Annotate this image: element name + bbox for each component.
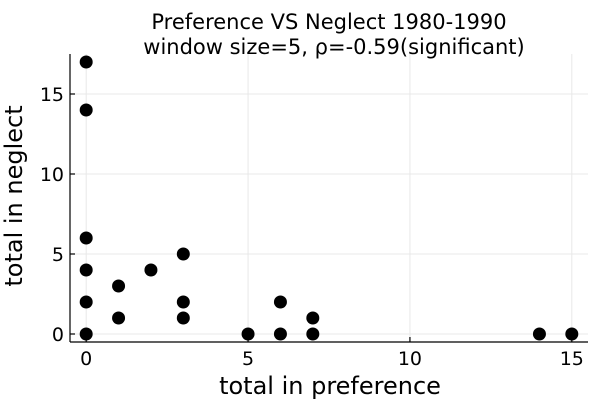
data-point [241, 327, 255, 341]
data-point [532, 327, 546, 341]
data-point [306, 311, 320, 325]
x-axis-label: total in preference [219, 372, 441, 400]
data-point [112, 279, 126, 293]
data-point [306, 327, 320, 341]
data-point [79, 55, 93, 69]
data-point [565, 327, 579, 341]
data-point [79, 263, 93, 277]
axes: 0 5 10 15 0 5 10 15 [40, 54, 588, 370]
data-point [144, 263, 158, 277]
x-tick-label: 0 [80, 348, 92, 370]
data-point [273, 295, 287, 309]
data-point [176, 247, 190, 261]
x-tick-label: 10 [398, 348, 422, 370]
data-point [273, 327, 287, 341]
data-point [79, 103, 93, 117]
y-tick-label: 10 [40, 164, 64, 186]
data-point [112, 311, 126, 325]
data-point [176, 311, 190, 325]
chart-title: Preference VS Neglect 1980-1990 [151, 10, 506, 34]
y-tick-label: 5 [52, 244, 64, 266]
x-tick-label: 15 [560, 348, 584, 370]
data-point [79, 295, 93, 309]
data-point [176, 295, 190, 309]
data-point [79, 231, 93, 245]
y-tick-label: 15 [40, 84, 64, 106]
chart-subtitle: window size=5, ρ=-0.59(significant) [143, 35, 524, 59]
grid [70, 54, 588, 342]
data-point [79, 327, 93, 341]
x-tick-label: 5 [242, 348, 254, 370]
y-tick-label: 0 [52, 324, 64, 346]
data-points [79, 55, 579, 341]
y-axis-label: total in neglect [0, 105, 28, 286]
